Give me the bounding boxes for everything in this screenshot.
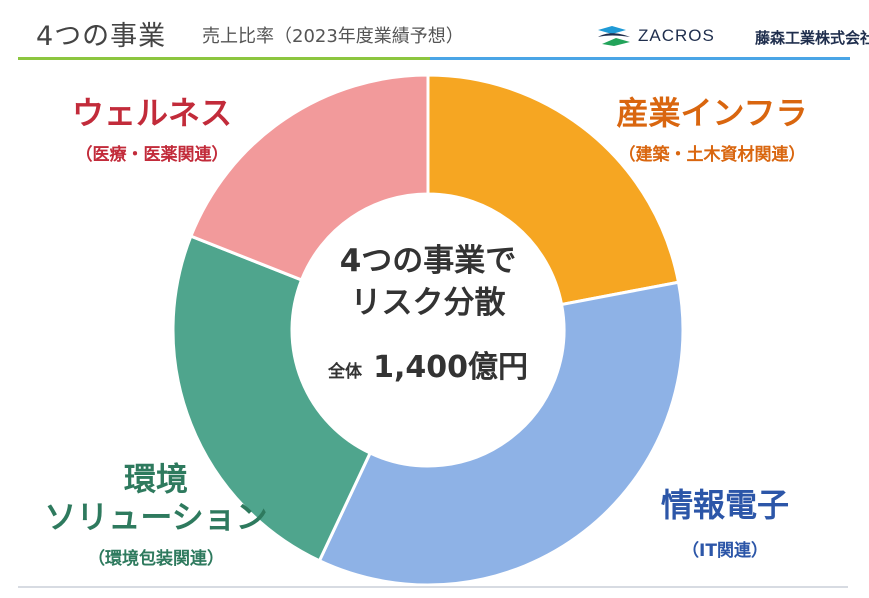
donut-slice-electronics [317, 280, 685, 587]
company-name: 藤森工業株式会社 [755, 29, 869, 47]
donut-slice-wellness [188, 73, 430, 282]
segment-label-environment: 環境 ソリューション （環境包装関連） [6, 460, 306, 569]
segment-sub: （環境包装関連） [88, 549, 224, 569]
segment-sub: （医療・医薬関連） [75, 145, 229, 165]
center-headline-2: リスク分散 [350, 285, 506, 321]
segment-name: 情報電子 [660, 486, 789, 524]
segment-name: ウェルネス [71, 94, 232, 132]
segment-name: 環境 ソリューション [44, 460, 268, 536]
segment-label-wellness: ウェルネス （医療・医薬関連） [34, 94, 270, 165]
header-divider-green [18, 57, 430, 60]
donut-center: 4つの事業で リスク分散 全体 1,400億円 [300, 240, 556, 386]
header-divider-blue [430, 57, 850, 60]
page-title: 4つの事業 [36, 21, 167, 52]
segment-label-electronics: 情報電子 （IT関連） [640, 486, 810, 561]
header: 4つの事業 売上比率（2023年度業績予想） ZACROS 藤森工業株式会社 [0, 0, 869, 62]
donut-slice-industrial-infra [426, 73, 681, 307]
donut-slice-environment [171, 234, 373, 563]
footer-divider [18, 586, 848, 588]
segment-sub: （IT関連） [682, 541, 768, 561]
segment-sub: （建築・土木資材関連） [618, 145, 806, 165]
donut-hole [293, 195, 563, 465]
total-label: 全体 [328, 362, 362, 382]
segment-name: 産業インフラ [616, 94, 808, 132]
center-headline-1: 4つの事業で [339, 243, 517, 279]
total-sales: 全体 1,400億円 [300, 342, 556, 386]
segment-label-industrial-infra: 産業インフラ （建築・土木資材関連） [592, 94, 832, 165]
page-subtitle: 売上比率（2023年度業績予想） [202, 26, 464, 47]
zacros-logo-icon [598, 26, 630, 46]
logo-wordmark: ZACROS [638, 26, 715, 45]
total-value: 1,400億円 [373, 350, 528, 385]
